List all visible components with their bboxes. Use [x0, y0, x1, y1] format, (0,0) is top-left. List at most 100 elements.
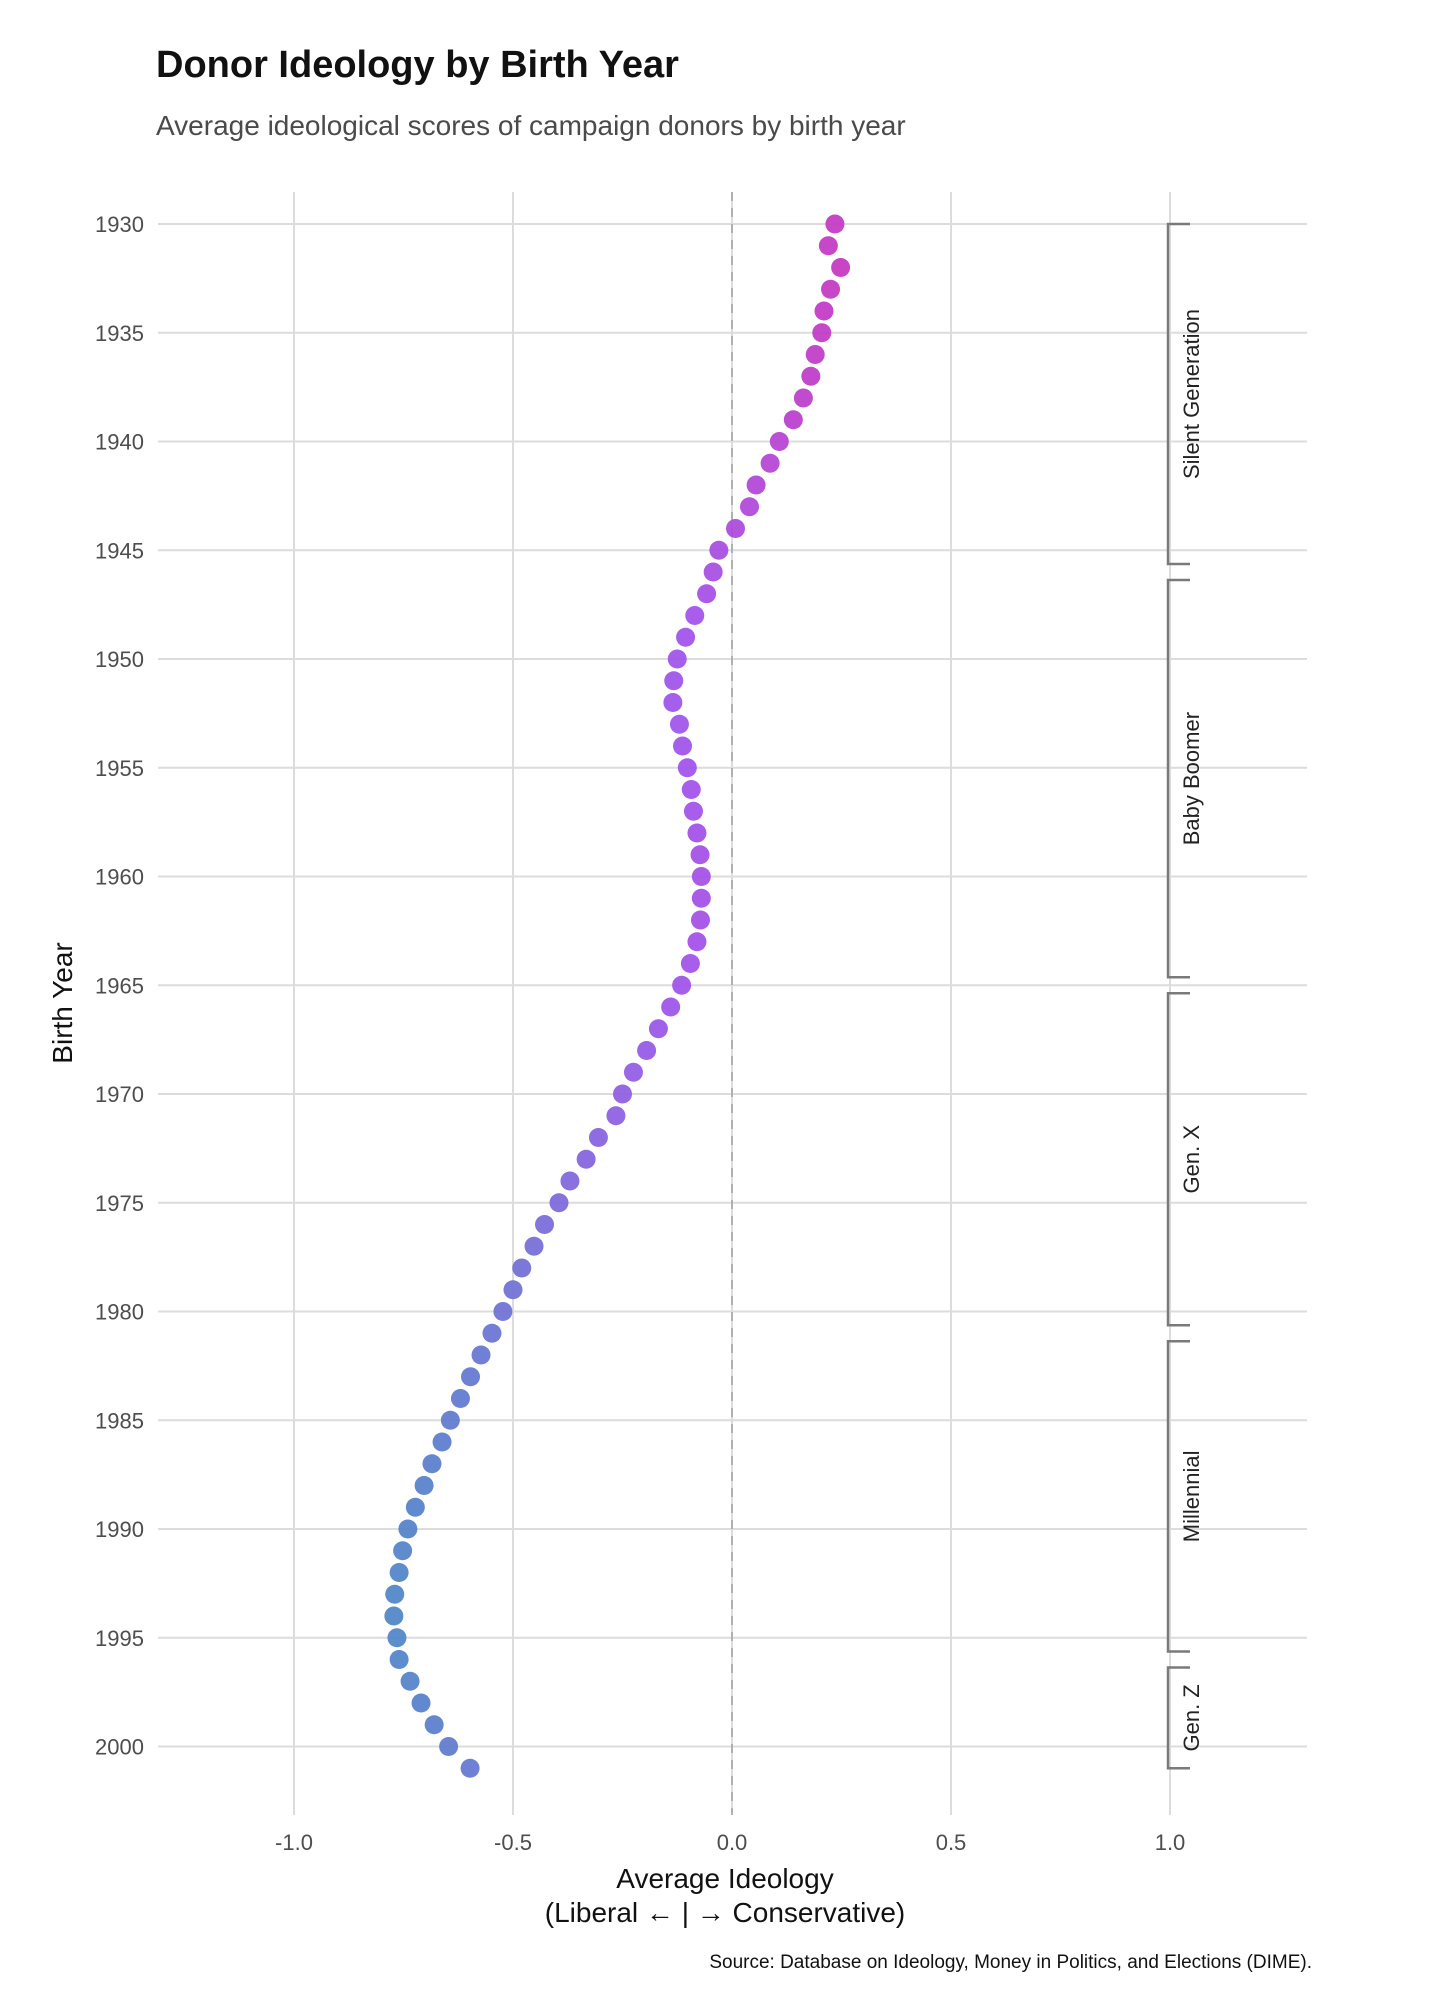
data-point — [677, 758, 697, 778]
x-tick-label: 0.5 — [936, 1830, 967, 1855]
data-point — [384, 1606, 404, 1626]
data-point — [613, 1084, 632, 1104]
generation-bracket — [1166, 1666, 1190, 1770]
data-point — [389, 1563, 409, 1582]
generation-label: Gen. Z — [1179, 1684, 1204, 1751]
data-point — [648, 1019, 668, 1039]
data-point — [623, 1062, 643, 1082]
data-point — [535, 1215, 555, 1234]
data-point — [812, 323, 832, 343]
data-point — [680, 954, 700, 973]
y-axis-label: Birth Year — [47, 942, 78, 1063]
data-point — [524, 1236, 544, 1256]
data-point — [673, 736, 693, 756]
y-tick-label: 1930 — [95, 212, 144, 237]
generation-label: Millennial — [1179, 1451, 1204, 1543]
data-point — [400, 1671, 420, 1691]
data-point — [411, 1693, 431, 1713]
data-point — [460, 1758, 480, 1778]
data-point — [493, 1302, 513, 1321]
data-point — [746, 475, 766, 495]
data-point — [760, 453, 780, 473]
data-point — [440, 1410, 460, 1430]
y-tick-label: 2000 — [95, 1735, 144, 1760]
data-point — [683, 801, 703, 821]
data-point-layer — [384, 214, 851, 1778]
data-point — [691, 867, 711, 886]
data-point — [450, 1389, 470, 1408]
data-point — [387, 1628, 407, 1648]
data-point — [637, 1041, 657, 1060]
data-point — [432, 1432, 452, 1452]
data-point — [560, 1171, 580, 1191]
data-point — [831, 258, 851, 277]
data-point — [769, 432, 789, 451]
y-tick-label: 1985 — [95, 1408, 144, 1433]
data-point — [606, 1106, 626, 1126]
y-tick-label: 1950 — [95, 647, 144, 672]
generation-bracket — [1166, 992, 1190, 1327]
data-point — [676, 627, 696, 647]
tick-label-layer: -1.0 -0.5 0.0 0.5 1.0 1930 1935 1940 1945 1950 195… — [95, 212, 1185, 1855]
source-note: Source: Database on Ideology, Money in P… — [709, 1952, 1312, 1973]
data-point — [709, 540, 729, 560]
data-point — [685, 606, 705, 625]
data-point — [385, 1584, 405, 1604]
data-point — [667, 649, 687, 669]
data-point — [703, 562, 723, 582]
data-point — [783, 410, 803, 430]
data-point — [664, 671, 684, 691]
x-tick-label: -1.0 — [275, 1830, 313, 1855]
data-point — [503, 1280, 523, 1300]
y-tick-label: 1970 — [95, 1082, 144, 1107]
data-point — [439, 1737, 459, 1756]
data-point — [398, 1519, 418, 1539]
data-point — [512, 1258, 532, 1278]
data-point — [697, 584, 717, 604]
data-point — [801, 366, 821, 386]
y-tick-label: 1965 — [95, 973, 144, 998]
data-point — [691, 888, 711, 908]
x-tick-label: -0.5 — [494, 1830, 532, 1855]
y-tick-label: 1990 — [95, 1517, 144, 1542]
data-point — [818, 236, 838, 256]
data-point — [482, 1323, 502, 1343]
y-tick-label: 1975 — [95, 1191, 144, 1216]
data-point — [669, 714, 689, 734]
chart-subtitle: Average ideological scores of campaign d… — [156, 110, 906, 141]
y-tick-label: 1945 — [95, 538, 144, 563]
generation-bracket-layer: Silent Generation Baby Boomer Gen. X Millen… — [1166, 222, 1204, 1770]
data-point — [661, 997, 681, 1017]
x-tick-label: 0.0 — [717, 1830, 748, 1855]
data-point — [663, 693, 683, 712]
data-point — [588, 1128, 608, 1147]
x-tick-label: 1.0 — [1155, 1830, 1186, 1855]
data-point — [821, 279, 841, 299]
data-point — [461, 1367, 481, 1387]
data-point — [681, 780, 701, 799]
generation-label: Gen. X — [1179, 1125, 1204, 1194]
data-point — [424, 1715, 444, 1735]
data-point — [687, 823, 707, 843]
data-point — [422, 1454, 442, 1474]
generation-label: Baby Boomer — [1179, 712, 1204, 845]
x-axis-label-line2: (Liberal ← | → Conservative) — [545, 1897, 906, 1928]
data-point — [726, 519, 746, 538]
data-point — [672, 975, 692, 995]
y-tick-label: 1960 — [95, 865, 144, 890]
y-tick-label: 1940 — [95, 430, 144, 455]
data-point — [576, 1149, 596, 1169]
data-point — [414, 1476, 434, 1495]
data-point — [805, 345, 825, 364]
y-tick-label: 1995 — [95, 1626, 144, 1651]
y-tick-label: 1980 — [95, 1300, 144, 1325]
generation-bracket — [1166, 578, 1190, 979]
y-tick-label: 1955 — [95, 756, 144, 781]
data-point — [549, 1193, 569, 1213]
data-point — [814, 301, 834, 321]
generation-bracket — [1166, 1340, 1190, 1653]
data-point — [687, 932, 707, 952]
data-point — [690, 845, 710, 865]
generation-bracket — [1166, 222, 1190, 566]
